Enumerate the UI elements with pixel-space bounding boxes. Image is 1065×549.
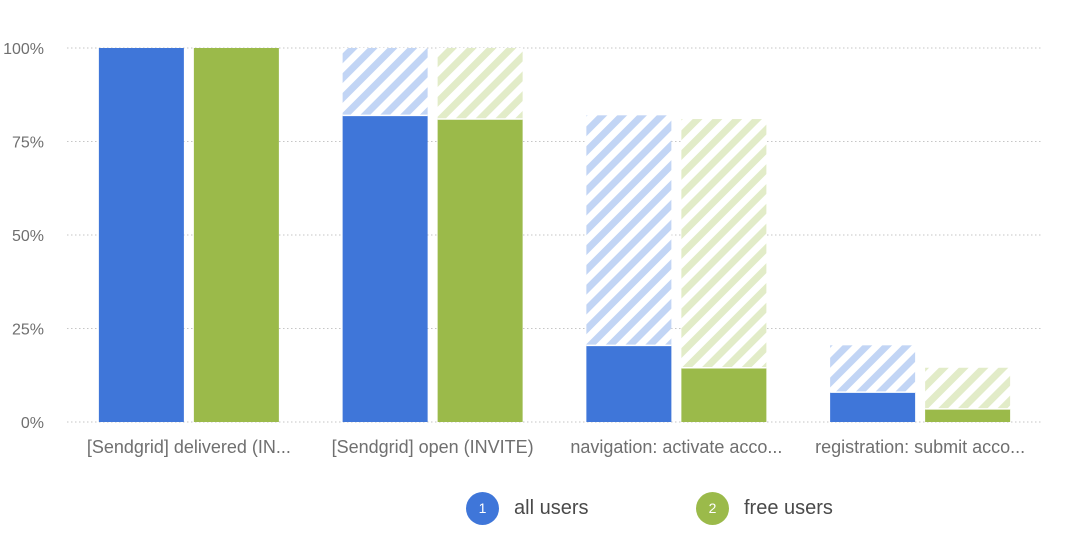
dropoff-bar[interactable] xyxy=(342,48,428,116)
dropoff-bar[interactable] xyxy=(925,367,1011,409)
bars xyxy=(98,48,1011,422)
conversion-bar[interactable] xyxy=(925,408,1011,422)
y-tick-label: 100% xyxy=(3,41,44,58)
legend-label: free users xyxy=(744,496,833,519)
legend-label: all users xyxy=(514,496,589,519)
y-tick-label: 50% xyxy=(12,228,44,245)
dropoff-bar[interactable] xyxy=(437,48,523,120)
legend-item-free-users[interactable]: 2 free users xyxy=(696,490,833,526)
y-tick-label: 25% xyxy=(12,322,44,339)
dropoff-bar[interactable] xyxy=(681,119,767,368)
conversion-bar[interactable] xyxy=(830,392,916,422)
legend: 1 all users 2 free users xyxy=(0,490,1065,526)
x-category-label: [Sendgrid] delivered (IN... xyxy=(87,437,291,457)
conversion-bar[interactable] xyxy=(193,48,279,422)
legend-badge-2: 2 xyxy=(696,491,729,525)
y-tick-label: 0% xyxy=(21,415,44,432)
y-axis-ticks: 0% 25% 50% 75% 100% xyxy=(3,41,44,432)
dropoff-bar[interactable] xyxy=(830,345,916,393)
x-category-label: registration: submit acco... xyxy=(815,437,1025,457)
conversion-bar[interactable] xyxy=(98,48,184,422)
x-category-label: navigation: activate acco... xyxy=(570,437,782,457)
conversion-bar[interactable] xyxy=(437,119,523,422)
legend-badge-1: 1 xyxy=(466,491,499,525)
x-category-label: [Sendgrid] open (INVITE) xyxy=(332,437,534,457)
legend-item-all-users[interactable]: 1 all users xyxy=(466,490,588,526)
dropoff-bar[interactable] xyxy=(586,115,672,346)
conversion-bar[interactable] xyxy=(342,115,428,422)
chart-canvas: 0% 25% 50% 75% 100% [Sendgrid] delivered (IN… xyxy=(3,41,1042,457)
conversion-bar[interactable] xyxy=(586,345,672,422)
y-tick-label: 75% xyxy=(12,135,44,152)
conversion-bar[interactable] xyxy=(681,367,767,422)
x-axis-labels: [Sendgrid] delivered (IN... [Sendgrid] op… xyxy=(87,437,1025,457)
